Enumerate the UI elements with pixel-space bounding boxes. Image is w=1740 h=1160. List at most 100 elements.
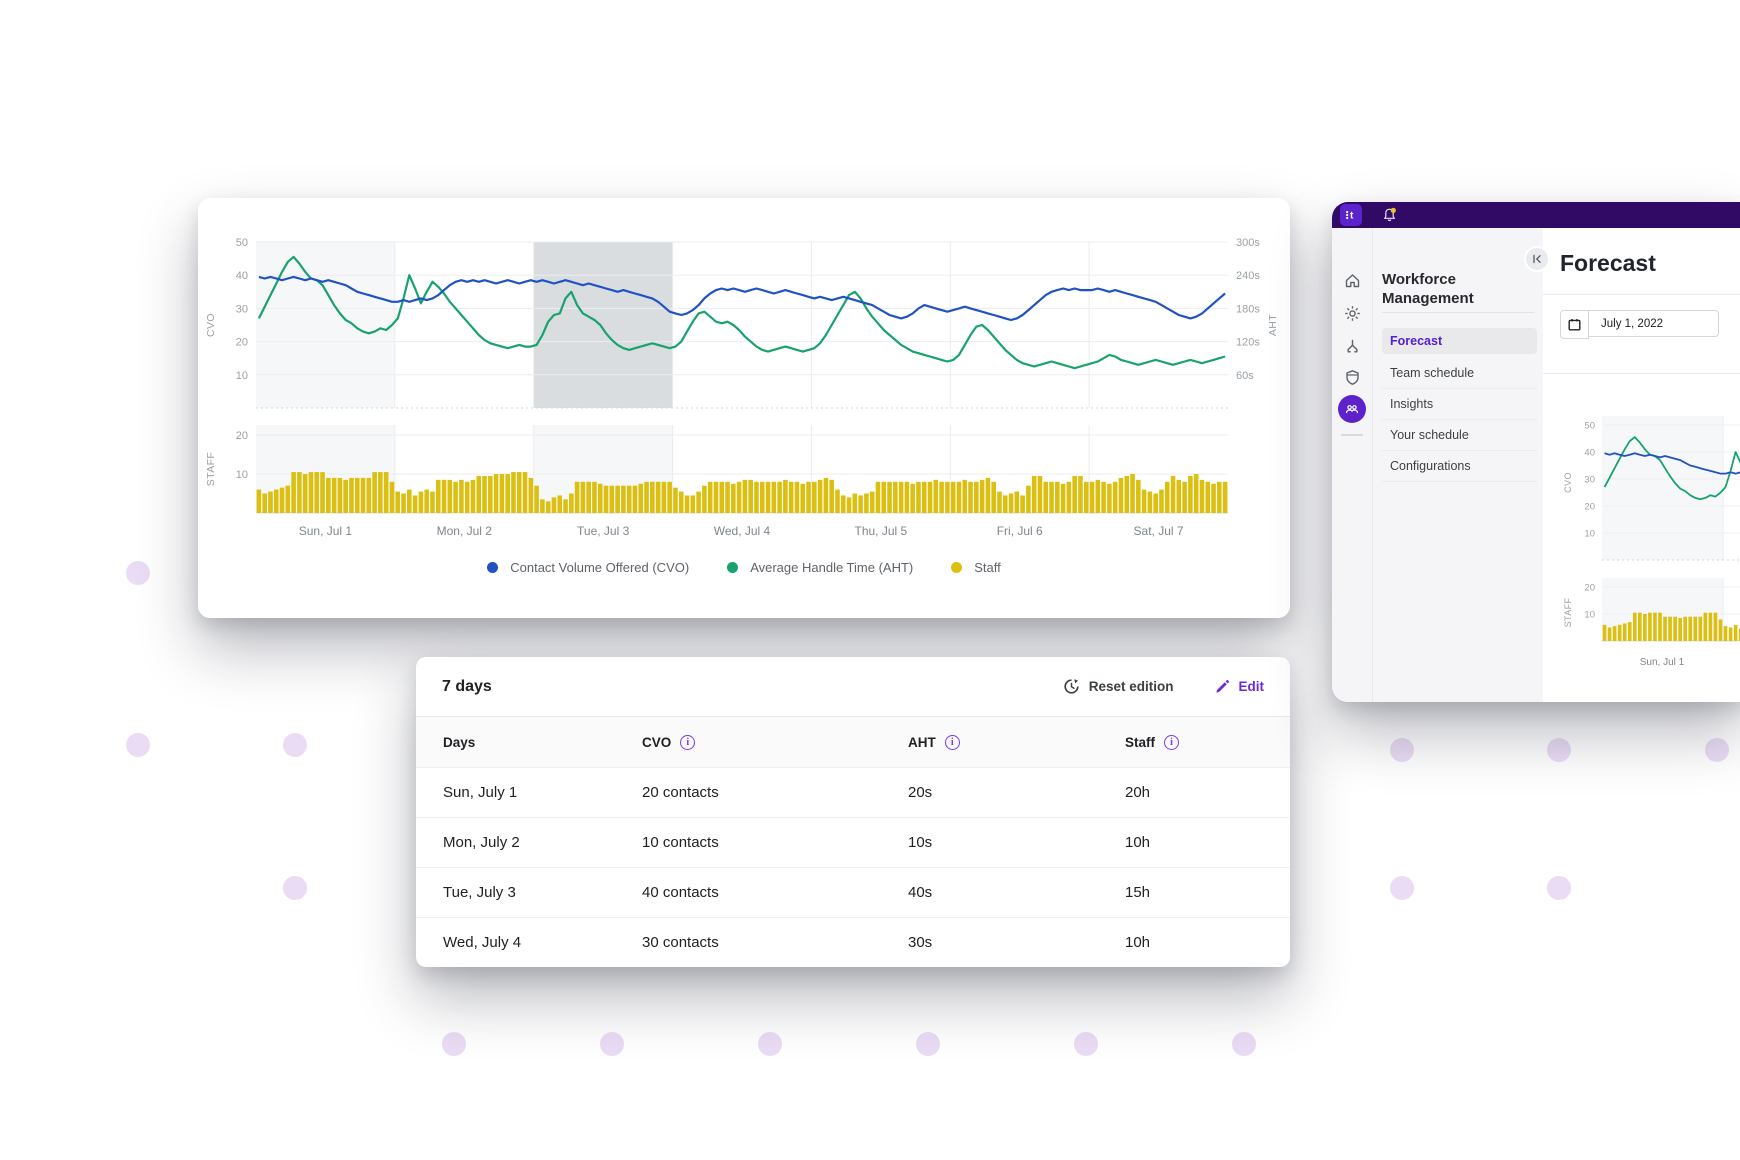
column-header-aht: AHT i: [908, 717, 960, 767]
table-row: Sun, July 1 20 contacts 20s 20h: [416, 767, 1290, 818]
calendar-button[interactable]: [1560, 310, 1589, 339]
legend-dot-icon: [487, 562, 499, 573]
legend-dot-icon: [727, 562, 739, 573]
date-input[interactable]: July 1, 2022: [1589, 310, 1719, 337]
info-icon[interactable]: i: [944, 734, 960, 750]
forecast-chart: 50 300s 40 240s 30 180s 20 120s 10 60s 20 10 CVO AHT S…: [205, 237, 1279, 538]
sidebar-item-configurations[interactable]: Configurations: [1382, 451, 1537, 482]
decor-dot: [126, 733, 150, 757]
shield-icon[interactable]: [1344, 369, 1361, 386]
column-label: AHT: [908, 734, 936, 750]
sidebar-item-your-schedule[interactable]: Your schedule: [1382, 420, 1537, 451]
reset-icon: [1064, 679, 1079, 694]
table-cell-cvo: 30 contacts: [642, 933, 719, 951]
pencil-icon: [1215, 679, 1229, 693]
decor-dot: [442, 1032, 466, 1056]
legend-item[interactable]: Average Handle Time (AHT): [727, 560, 913, 575]
table-cell-day: Tue, July 3: [443, 883, 516, 901]
svg-text:20: 20: [1584, 583, 1595, 594]
table-cell-cvo: 40 contacts: [642, 883, 719, 901]
highlighted-day-band: [533, 242, 673, 408]
svg-text:10: 10: [236, 370, 248, 382]
table-cell-aht: 40s: [908, 883, 933, 901]
home-icon[interactable]: [1344, 272, 1361, 289]
svg-text:30: 30: [236, 303, 248, 315]
sidebar-item-forecast[interactable]: Forecast: [1382, 328, 1537, 354]
table-cell-cvo: 10 contacts: [642, 833, 719, 851]
sidebar-item-insights[interactable]: Insights: [1382, 389, 1537, 420]
legend-item[interactable]: Staff: [951, 560, 1001, 575]
table-cell-cvo: 20 contacts: [642, 783, 719, 801]
app-window: t: [1332, 202, 1740, 702]
legend-item[interactable]: Contact Volume Offered (CVO): [487, 560, 689, 575]
svg-text:Tue, Jul 3: Tue, Jul 3: [577, 524, 630, 538]
table-cell-day: Sun, July 1: [443, 783, 518, 801]
column-label: Days: [443, 734, 476, 750]
app-logo: t: [1340, 204, 1362, 226]
legend-label: Average Handle Time (AHT): [750, 560, 914, 575]
svg-text:CVO: CVO: [1563, 472, 1573, 493]
svg-text:STAFF: STAFF: [1563, 597, 1573, 627]
decor-dot: [126, 561, 150, 585]
decor-dot: [1390, 876, 1414, 900]
decor-dot: [1705, 738, 1729, 762]
table-cell-aht: 10s: [908, 833, 933, 851]
table-cell-day: Wed, July 4: [443, 933, 522, 951]
table-cell-staff: 20h: [1125, 783, 1151, 801]
svg-text:AHT: AHT: [1267, 314, 1279, 336]
routing-flow-icon[interactable]: [1344, 338, 1361, 355]
table-cell-aht: 20s: [908, 783, 933, 801]
decor-dot: [1390, 738, 1414, 762]
column-header-days: Days: [443, 717, 475, 767]
column-label: Staff: [1125, 734, 1155, 750]
decor-dot: [1547, 876, 1571, 900]
table-title: 7 days: [442, 677, 492, 695]
svg-text:20: 20: [1584, 502, 1595, 513]
icon-rail: [1332, 228, 1373, 702]
edit-label: Edit: [1238, 679, 1265, 694]
legend-dot-icon: [951, 562, 963, 573]
decor-dot: [600, 1032, 624, 1056]
notifications-bell-icon[interactable]: [1382, 207, 1397, 223]
edit-button[interactable]: Edit: [1214, 679, 1265, 695]
svg-text:Wed, Jul 4: Wed, Jul 4: [714, 524, 771, 538]
decor-dot: [1074, 1032, 1098, 1056]
table-cell-staff: 15h: [1125, 883, 1151, 901]
svg-text:t: t: [1350, 211, 1354, 222]
info-icon[interactable]: i: [1164, 734, 1179, 750]
svg-text:60s: 60s: [1236, 370, 1254, 382]
svg-text:20: 20: [236, 337, 248, 349]
column-header-staff: Staff i: [1125, 717, 1179, 767]
svg-text:50: 50: [1584, 421, 1595, 432]
table-cell-staff: 10h: [1125, 933, 1151, 951]
collapse-sidebar-button[interactable]: [1524, 246, 1550, 272]
settings-gear-icon[interactable]: [1344, 305, 1361, 322]
svg-text:STAFF: STAFF: [205, 452, 217, 486]
page-content: Forecast July 1, 2022 50 40 30 20 10 20 10 CVO S…: [1543, 228, 1740, 702]
divider: [1543, 294, 1740, 295]
forecast-chart-card: 50 300s 40 240s 30 180s 20 120s 10 60s 20 10 CVO AHT S…: [198, 198, 1290, 618]
sidebar-item-team-schedule[interactable]: Team schedule: [1382, 358, 1537, 389]
table-cell-aht: 30s: [908, 933, 933, 951]
svg-text:Thu, Jul 5: Thu, Jul 5: [855, 524, 908, 538]
info-icon[interactable]: i: [680, 734, 696, 750]
column-label: CVO: [642, 734, 672, 750]
notification-badge: [1390, 207, 1396, 213]
reset-edition-button[interactable]: Reset edition: [1063, 678, 1174, 695]
svg-text:40: 40: [236, 270, 248, 282]
sidebar-title: Workforce Management: [1382, 271, 1474, 307]
app-top-bar: t: [1332, 202, 1740, 228]
sidebar-item-workforce-active[interactable]: [1338, 395, 1366, 423]
svg-text:Sun, Jul 1: Sun, Jul 1: [299, 524, 353, 538]
legend-label: Staff: [974, 560, 1001, 575]
svg-text:Fri, Jul 6: Fri, Jul 6: [997, 524, 1043, 538]
aht-line: [257, 255, 1226, 370]
decor-dot: [283, 876, 307, 900]
people-icon: [1345, 405, 1359, 414]
logo-icon: t: [1346, 211, 1354, 222]
svg-text:10: 10: [236, 469, 248, 481]
rail-divider: [1341, 434, 1363, 436]
legend-label: Contact Volume Offered (CVO): [510, 560, 690, 575]
svg-text:Sat, Jul 7: Sat, Jul 7: [1134, 524, 1184, 538]
svg-text:30: 30: [1584, 475, 1595, 486]
